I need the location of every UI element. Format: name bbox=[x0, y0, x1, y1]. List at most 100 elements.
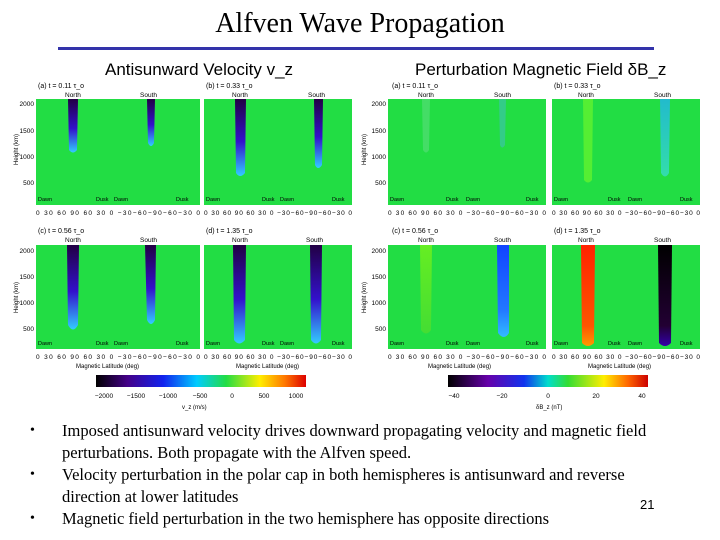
hemisphere-south: South bbox=[306, 237, 323, 244]
page-number: 21 bbox=[640, 497, 655, 512]
dawn-label: Dawn bbox=[466, 341, 480, 347]
x-ticks: 0 30 60 90 60 30 0 −30−60−90−60−30 0 bbox=[36, 354, 200, 361]
left-colorbar-label: v_z (m/s) bbox=[182, 405, 207, 411]
hemisphere-south: South bbox=[308, 92, 325, 99]
beam-a-field-south bbox=[499, 99, 506, 148]
hemisphere-north: North bbox=[232, 92, 248, 99]
beam-a-field-north bbox=[422, 99, 430, 153]
hemisphere-south: South bbox=[140, 92, 157, 99]
x-axis-label: Magnetic Latitude (deg) bbox=[76, 364, 139, 370]
left-y-axis-bottom: 2000 1500 1000 500 bbox=[20, 248, 35, 333]
x-ticks: 0 30 60 90 60 30 0 −30−60−90−60−30 0 bbox=[36, 210, 200, 217]
beam-b-field-south bbox=[660, 99, 670, 177]
panel-label-d-left: (d) t = 1.35 τ_o bbox=[206, 228, 253, 235]
bullet-dot-icon: • bbox=[30, 511, 35, 526]
dusk-label: Dusk bbox=[332, 197, 345, 203]
dawn-label: Dawn bbox=[628, 197, 642, 203]
y-axis-label: Height (km) bbox=[362, 282, 368, 313]
panel-label-d-right: (d) t = 1.35 τ_o bbox=[554, 228, 601, 235]
hemisphere-south: South bbox=[654, 237, 671, 244]
panel-b-velocity bbox=[204, 99, 352, 205]
left-colorbar bbox=[96, 375, 306, 387]
y-axis-label: Height (km) bbox=[362, 134, 368, 165]
dusk-label: Dusk bbox=[680, 197, 693, 203]
x-axis-label: Magnetic Latitude (deg) bbox=[588, 364, 651, 370]
panel-label-a-right: (a) t = 0.11 τ_o bbox=[392, 83, 438, 90]
bullet-item: • Velocity perturbation in the polar cap … bbox=[30, 465, 625, 506]
dawn-label: Dawn bbox=[114, 341, 128, 347]
svg-text:1000: 1000 bbox=[372, 300, 387, 307]
dawn-label: Dawn bbox=[206, 341, 220, 347]
beam-c-field-south bbox=[497, 245, 509, 337]
dawn-label: Dawn bbox=[280, 197, 294, 203]
dusk-label: Dusk bbox=[96, 341, 109, 347]
svg-text:2000: 2000 bbox=[372, 248, 387, 255]
left-colorbar-ticks: −2000 −1500 −1000 −500 0 500 1000 bbox=[95, 393, 304, 400]
svg-text:0: 0 bbox=[546, 393, 550, 400]
panel-a-velocity bbox=[36, 99, 200, 205]
panel-a-field bbox=[388, 99, 546, 205]
beam-d-field-north bbox=[581, 245, 595, 346]
svg-text:0: 0 bbox=[230, 393, 234, 400]
panel-c-velocity bbox=[36, 245, 200, 349]
left-group-title: Antisunward Velocity v_z bbox=[105, 60, 293, 79]
hemisphere-north: North bbox=[578, 237, 594, 244]
left-y-axis-top: 2000 1500 1000 500 bbox=[20, 101, 35, 187]
panel-label-b-right: (b) t = 0.33 τ_o bbox=[554, 83, 601, 90]
dusk-label: Dusk bbox=[608, 341, 621, 347]
svg-text:−1000: −1000 bbox=[159, 393, 178, 400]
right-colorbar bbox=[448, 375, 648, 387]
svg-text:500: 500 bbox=[259, 393, 270, 400]
svg-text:500: 500 bbox=[375, 326, 386, 333]
dusk-label: Dusk bbox=[332, 341, 345, 347]
bullet-item: • Imposed antisunward velocity drives dow… bbox=[30, 421, 647, 462]
beam-b-field-north bbox=[583, 99, 593, 183]
hemisphere-north: North bbox=[418, 237, 434, 244]
bullet-dot-icon: • bbox=[30, 467, 35, 482]
svg-text:−2000: −2000 bbox=[95, 393, 114, 400]
dusk-label: Dusk bbox=[680, 341, 693, 347]
right-colorbar-label: δB_z (nT) bbox=[536, 405, 562, 411]
dusk-label: Dusk bbox=[176, 197, 189, 203]
dusk-label: Dusk bbox=[608, 197, 621, 203]
right-y-axis-top: 2000 1500 1000 500 bbox=[372, 101, 387, 187]
panel-d-field bbox=[552, 245, 700, 349]
x-ticks: 0 30 60 90 60 30 0 −30−60−90−60−30 0 bbox=[552, 210, 700, 217]
dawn-label: Dawn bbox=[554, 341, 568, 347]
dusk-label: Dusk bbox=[526, 341, 539, 347]
x-ticks: 0 30 60 90 60 30 0 −30−60−90−60−30 0 bbox=[388, 354, 546, 361]
svg-text:20: 20 bbox=[592, 393, 600, 400]
hemisphere-north: North bbox=[65, 237, 81, 244]
x-ticks: 0 30 60 90 60 30 0 −30−60−90−60−30 0 bbox=[204, 210, 352, 217]
hemisphere-north: North bbox=[418, 92, 434, 99]
svg-text:1500: 1500 bbox=[20, 128, 35, 135]
dawn-label: Dawn bbox=[390, 341, 404, 347]
svg-text:−1500: −1500 bbox=[127, 393, 146, 400]
hemisphere-north: North bbox=[578, 92, 594, 99]
x-axis-label: Magnetic Latitude (deg) bbox=[236, 364, 299, 370]
svg-text:1500: 1500 bbox=[372, 128, 387, 135]
svg-text:−500: −500 bbox=[193, 393, 208, 400]
y-axis-label: Height (km) bbox=[14, 282, 20, 313]
beam-a-south bbox=[147, 99, 155, 146]
dusk-label: Dusk bbox=[446, 197, 459, 203]
svg-text:500: 500 bbox=[375, 180, 386, 187]
hemisphere-south: South bbox=[654, 92, 671, 99]
x-ticks: 0 30 60 90 60 30 0 −30−60−90−60−30 0 bbox=[552, 354, 700, 361]
hemisphere-north: North bbox=[232, 237, 248, 244]
dawn-label: Dawn bbox=[114, 197, 128, 203]
svg-text:2000: 2000 bbox=[20, 248, 35, 255]
svg-text:1000: 1000 bbox=[372, 154, 387, 161]
x-axis-label: Magnetic Latitude (deg) bbox=[428, 364, 491, 370]
panel-label-b-left: (b) t = 0.33 τ_o bbox=[206, 83, 253, 90]
dawn-label: Dawn bbox=[628, 341, 642, 347]
svg-text:500: 500 bbox=[23, 180, 34, 187]
dusk-label: Dusk bbox=[176, 341, 189, 347]
bullet-list: • Imposed antisunward velocity drives dow… bbox=[30, 420, 670, 530]
beam-a-north bbox=[68, 99, 78, 153]
hemisphere-south: South bbox=[494, 92, 511, 99]
hemisphere-south: South bbox=[140, 237, 157, 244]
dawn-label: Dawn bbox=[554, 197, 568, 203]
x-ticks: 0 30 60 90 60 30 0 −30−60−90−60−30 0 bbox=[204, 354, 352, 361]
beam-c-field-north bbox=[420, 245, 432, 334]
